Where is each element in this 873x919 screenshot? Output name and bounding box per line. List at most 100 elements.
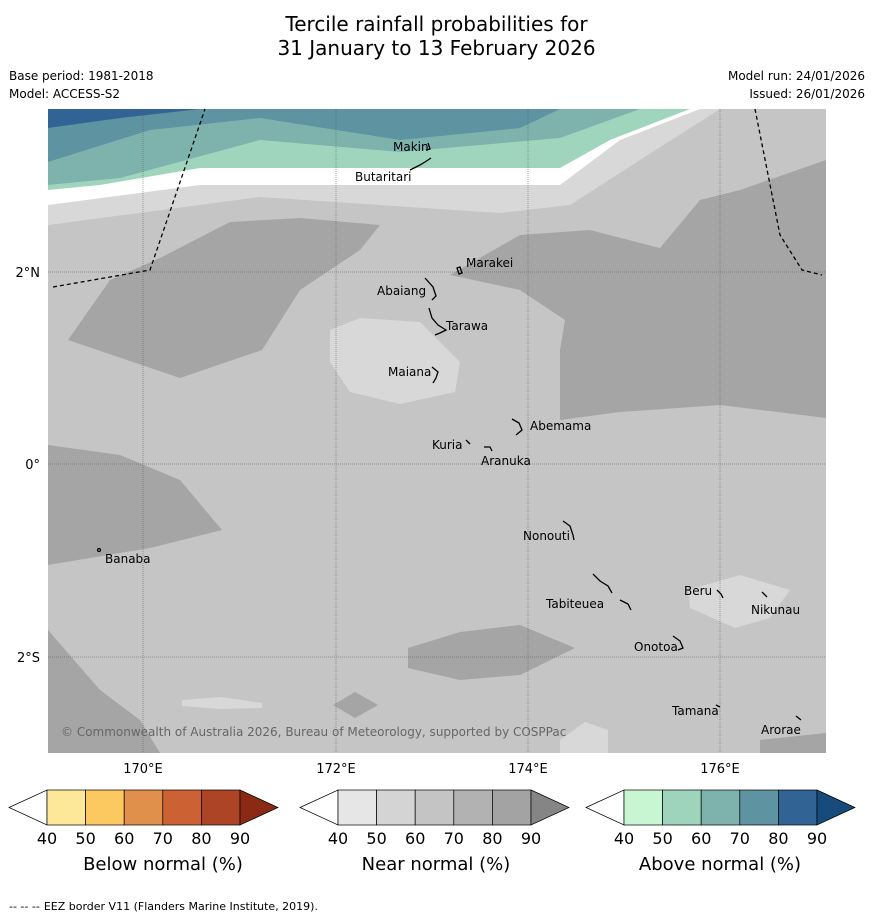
colorbar-title-above: Above normal (%): [638, 854, 802, 875]
colorbar-tick-label: 70: [153, 829, 173, 848]
island-outlines: [96, 142, 802, 721]
colorbar-tick-label: 70: [730, 829, 750, 848]
colorbar-segment: [492, 789, 532, 826]
tamana-outline: [715, 704, 721, 708]
colorbar-tick-label: 90: [521, 829, 541, 848]
colorbar-tick-label: 70: [444, 829, 464, 848]
colorbar-segment: [123, 789, 164, 826]
lon-labels: 170°E 172°E 174°E 176°E: [123, 762, 740, 777]
arorae-outline: [795, 715, 802, 721]
lon-label-174e: 174°E: [508, 762, 548, 777]
above-normal-80-area: [48, 109, 200, 128]
butaritari-outline: [409, 157, 432, 171]
colorbar-tick-label: 60: [114, 829, 134, 848]
model-run: Model run: 24/01/2026: [727, 69, 865, 83]
colorbar-extend-low: [585, 789, 625, 826]
aranuka-outline: [484, 446, 493, 452]
colorbar-near-normal: 40 50 60 70 80 90: [299, 789, 570, 848]
lat-label-2s: 2°S: [17, 651, 40, 666]
colorbar-below-normal: 40 50 60 70 80 90: [8, 789, 279, 848]
eez-legend-text: EEZ border V11 (Flanders Marine Institut…: [43, 900, 318, 913]
map-shading: [48, 109, 826, 753]
label-onotoa: Onotoa: [634, 640, 678, 654]
colorbar-tick-label: 40: [328, 829, 348, 848]
label-abaiang: Abaiang: [377, 284, 426, 298]
near-normal-50-patch-southwest: [182, 697, 262, 709]
colorbar-tick-label: 80: [482, 829, 502, 848]
lon-label-170e: 170°E: [123, 762, 163, 777]
nonouti-outline: [562, 520, 575, 541]
lon-label-176e: 176°E: [700, 762, 740, 777]
near-normal-70-patch-bottomright: [760, 733, 826, 753]
colorbar-tick-label: 90: [807, 829, 827, 848]
beru-outline: [716, 589, 724, 599]
colorbar-extend-high: [530, 789, 570, 826]
eez-line-east: [754, 108, 823, 276]
gridlines: [48, 109, 826, 753]
label-aranuka: Aranuka: [481, 454, 531, 468]
colorbar-tick-label: 80: [768, 829, 788, 848]
near-normal-70-patch-southwest: [48, 445, 222, 565]
title-line-2: 31 January to 13 February 2026: [277, 36, 596, 60]
near-normal-70-patch-south: [408, 625, 575, 680]
makin-outline: [425, 142, 431, 151]
near-normal-70-patch-west: [68, 218, 380, 378]
colorbar-segment: [201, 789, 241, 826]
colorbar-extend-high: [239, 789, 279, 826]
colorbar-segment: [662, 789, 702, 826]
near-normal-50-patch-centre: [330, 318, 460, 404]
label-makin: Makin: [393, 140, 429, 154]
colorbar-segment: [162, 789, 202, 826]
eez-border: [52, 108, 823, 288]
label-nikunau: Nikunau: [751, 603, 800, 617]
colorbar-segment: [700, 789, 741, 826]
label-beru: Beru: [684, 584, 712, 598]
colorbar-extend-high: [816, 789, 856, 826]
lat-label-2n: 2°N: [16, 266, 41, 281]
label-nonouti: Nonouti: [523, 529, 570, 543]
label-marakei: Marakei: [466, 256, 513, 270]
near-normal-70-patch-east: [450, 160, 826, 420]
footnote: -- -- -- EEZ border V11 (Flanders Marine …: [9, 900, 322, 913]
colorbar-tick-label: 40: [614, 829, 634, 848]
colorbar-tick-label: 60: [691, 829, 711, 848]
colorbar-tick-label: 50: [366, 829, 386, 848]
label-kuria: Kuria: [432, 438, 463, 452]
meta-left: Base period: 1981-2018 Model: ACCESS-S2: [9, 67, 154, 103]
colorbar-segment: [85, 789, 125, 826]
tabiteuea-south-outline: [619, 599, 632, 611]
colorbar-segment: [778, 789, 818, 826]
colorbar-tick-label: 40: [37, 829, 57, 848]
lat-label-0: 0°: [25, 458, 40, 473]
near-normal-50-patch-bottom: [560, 722, 608, 753]
colorbar-extend-low: [299, 789, 339, 826]
abemama-outline: [511, 418, 523, 436]
colorbar-segment: [46, 789, 86, 826]
colorbar-tick-label: 80: [191, 829, 211, 848]
colorbar-tick-label: 90: [230, 829, 250, 848]
colorbar-segment: [739, 789, 779, 826]
label-abemama: Abemama: [530, 419, 591, 433]
label-banaba: Banaba: [105, 552, 151, 566]
eez-legend-dashes: -- -- --: [9, 900, 40, 913]
colorbar-title-near: Near normal (%): [361, 854, 511, 875]
colorbar-tick-label: 50: [652, 829, 672, 848]
colorbar-segment: [376, 789, 416, 826]
label-tarawa: Tarawa: [445, 319, 488, 333]
tabiteuea-north-outline: [592, 573, 613, 594]
colorbar-segment: [414, 789, 455, 826]
model-name: Model: ACCESS-S2: [9, 87, 121, 101]
colorbar-segment: [453, 789, 493, 826]
colorbar-tick-label: 50: [75, 829, 95, 848]
banaba-outline: [96, 547, 102, 553]
title-line-1: Tercile rainfall probabilities for: [285, 12, 588, 36]
near-normal-70-patch-small: [333, 692, 378, 718]
issued-date: Issued: 26/01/2026: [749, 87, 865, 101]
label-arorae: Arorae: [761, 723, 801, 737]
marakei-outline: [456, 266, 463, 275]
abaiang-outline: [424, 277, 437, 301]
nikunau-outline: [761, 591, 768, 598]
label-tabiteuea: Tabiteuea: [545, 597, 604, 611]
chart-title: Tercile rainfall probabilities for 31 Ja…: [0, 12, 873, 60]
tarawa-outline: [428, 307, 448, 336]
